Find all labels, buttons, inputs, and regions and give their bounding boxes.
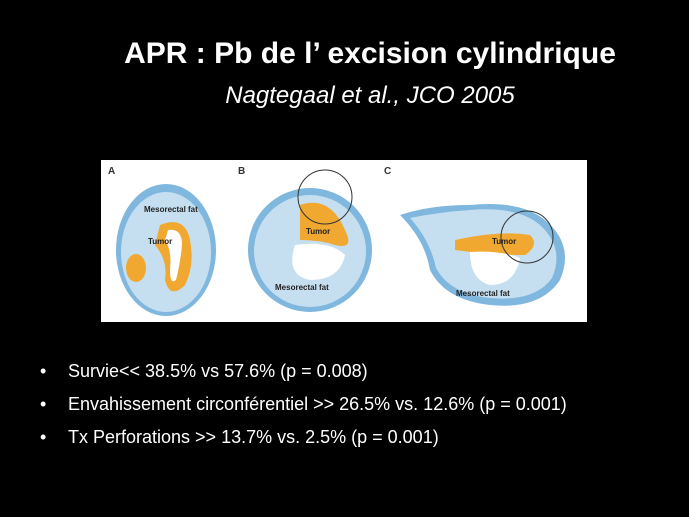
label: Tumor: [306, 227, 330, 236]
figure: A Mesorectal fat Tumor B Tumor Mesorecta…: [101, 160, 587, 322]
label: Tumor: [148, 237, 172, 246]
bullet: Envahissement circonférentiel >> 26.5% v…: [68, 394, 567, 414]
circle-marker: [297, 169, 353, 225]
bullet-dot: •: [40, 394, 46, 414]
title: APR : Pb de l’ excision cylindrique: [124, 37, 616, 70]
shape: [470, 251, 520, 285]
label: Mesorectal fat: [275, 283, 329, 292]
shape: [126, 254, 146, 282]
label: Tumor: [492, 237, 516, 246]
bullet: Tx Perforations >> 13.7% vs. 2.5% (p = 0…: [68, 427, 439, 447]
bullet-list: • Survie<< 38.5% vs 57.6% (p = 0.008) • …: [40, 361, 567, 447]
shape: [165, 229, 182, 282]
shape: [292, 243, 345, 280]
circle-marker: [500, 210, 554, 264]
label: Mesorectal fat: [456, 289, 510, 298]
shape: [455, 233, 534, 255]
panel-letter: B: [238, 166, 245, 177]
subtitle: Nagtegaal et al., JCO 2005: [225, 82, 515, 109]
bullet-dot: •: [40, 361, 46, 381]
bullet: Survie<< 38.5% vs 57.6% (p = 0.008): [68, 361, 368, 381]
bullet-dot: •: [40, 427, 46, 447]
label: Mesorectal fat: [144, 205, 198, 214]
panel-letter: A: [108, 166, 115, 177]
panel-letter: C: [384, 166, 391, 177]
